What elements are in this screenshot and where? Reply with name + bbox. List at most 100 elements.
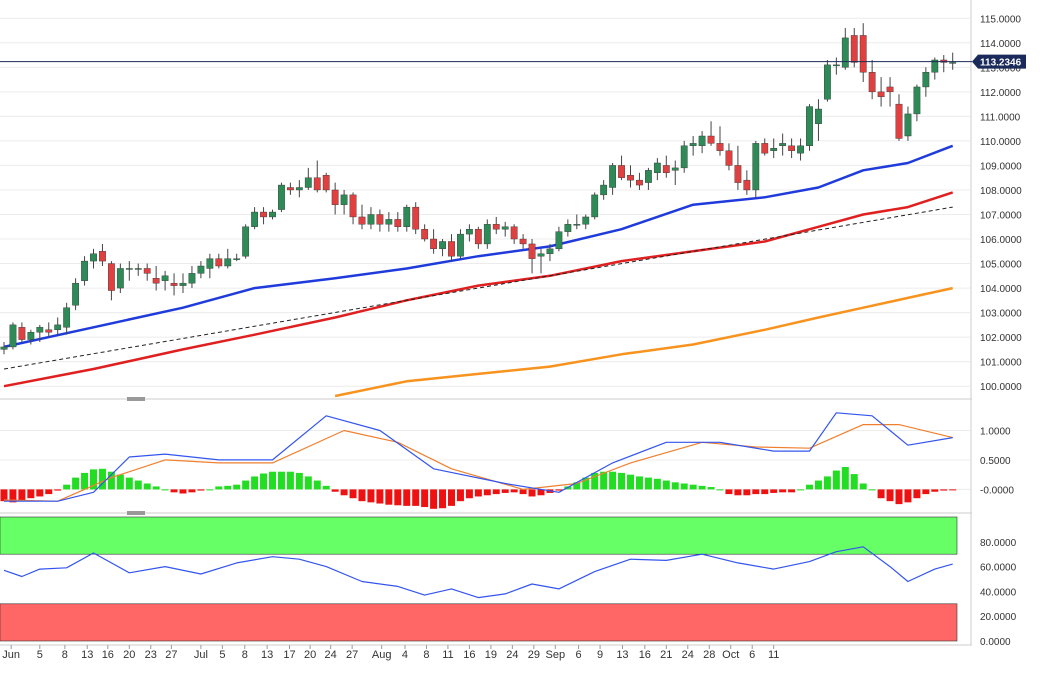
- candle: [725, 150, 733, 166]
- candle: [949, 62, 957, 64]
- time-tick-label: Sep: [546, 649, 566, 661]
- macd-histogram-bar: [421, 489, 429, 508]
- candle: [403, 206, 411, 227]
- macd-histogram-bar: [385, 489, 393, 505]
- time-tick-label: 9: [597, 649, 603, 661]
- price-tick-label: 103.0000: [980, 309, 1022, 320]
- macd-histogram-bar: [9, 489, 17, 503]
- candle: [45, 329, 53, 333]
- macd-signal-line: [3, 424, 953, 502]
- candle: [895, 103, 903, 139]
- macd-histogram-bar: [304, 476, 312, 490]
- macd-line: [4, 412, 953, 502]
- candle: [627, 175, 634, 181]
- time-tick-label: 8: [423, 649, 429, 661]
- price-tick-label: 112.0000: [980, 88, 1021, 99]
- macd-histogram-bar: [618, 472, 626, 490]
- candle: [188, 273, 196, 284]
- macd-histogram-bar: [859, 483, 867, 490]
- macd-histogram-bar: [886, 489, 894, 502]
- macd-histogram-bar: [63, 484, 71, 490]
- candle: [797, 145, 804, 154]
- candle: [54, 324, 62, 330]
- macd-histogram-bar: [403, 489, 411, 506]
- time-tick-label: 6: [576, 649, 582, 661]
- candle: [922, 72, 930, 88]
- macd-histogram-bar: [224, 485, 232, 490]
- candle: [645, 170, 652, 183]
- macd-histogram-bar: [430, 489, 438, 509]
- macd-histogram-bar: [832, 470, 840, 490]
- macd-histogram-bar: [707, 487, 715, 490]
- price-tick-label: 102.0000: [980, 333, 1022, 344]
- macd-histogram-bar: [313, 480, 321, 490]
- candle: [824, 64, 831, 100]
- macd-histogram-bar: [36, 489, 44, 497]
- candle: [376, 214, 384, 225]
- time-tick-label: Jul: [194, 649, 208, 661]
- candle: [9, 324, 17, 348]
- time-tick-label: 13: [81, 649, 93, 661]
- pane-resize-handle[interactable]: [127, 397, 145, 401]
- macd-histogram-bar: [277, 471, 285, 490]
- macd-histogram-bar: [555, 489, 563, 491]
- macd-histogram-bar: [922, 489, 930, 495]
- price-tick-label: 101.0000: [980, 358, 1022, 369]
- macd-histogram-bar: [349, 489, 357, 499]
- candle: [600, 184, 608, 196]
- macd-histogram-bar: [868, 489, 876, 491]
- candle: [0, 346, 8, 350]
- candle: [653, 162, 661, 173]
- candle: [99, 251, 106, 262]
- macd-histogram-bar: [635, 476, 643, 490]
- macd-histogram-bar: [45, 489, 53, 495]
- time-tick-label: 24: [682, 649, 694, 661]
- macd-histogram-bar: [367, 489, 375, 503]
- candle: [537, 253, 545, 257]
- rsi-tick-label: 80.0000: [980, 538, 1017, 549]
- time-tick-label: 11: [768, 649, 779, 661]
- candle: [63, 307, 71, 328]
- candle: [90, 253, 97, 262]
- macd-histogram-bar: [242, 480, 250, 490]
- time-tick-label: Aug: [372, 649, 392, 661]
- macd-histogram-bar: [797, 489, 805, 491]
- candle: [457, 233, 464, 257]
- time-tick-label: 5: [219, 649, 225, 661]
- macd-histogram-bar: [188, 489, 196, 493]
- price-tick-label: 105.0000: [980, 260, 1022, 271]
- price-tick-label: 114.0000: [980, 39, 1021, 50]
- candle: [134, 268, 142, 270]
- candle: [179, 282, 187, 286]
- candle: [421, 229, 429, 240]
- candle: [788, 145, 796, 151]
- candle: [492, 224, 500, 230]
- macd-histogram-bar: [27, 489, 35, 499]
- moving-average-line: [334, 286, 953, 398]
- overbought-zone: [0, 516, 958, 555]
- candle: [242, 226, 250, 257]
- macd-histogram-bar: [743, 489, 751, 496]
- price-tick-label: 113.0000: [980, 63, 1021, 74]
- macd-histogram-bar: [107, 471, 115, 490]
- candle: [483, 224, 491, 245]
- macd-tick-label: -0.0000: [980, 485, 1014, 496]
- macd-histogram-bar: [895, 489, 903, 505]
- macd-histogram-bar: [913, 489, 921, 499]
- macd-histogram-bar: [528, 489, 536, 497]
- macd-histogram-bar: [814, 480, 822, 490]
- macd-histogram-bar: [949, 489, 957, 491]
- candle: [877, 91, 885, 97]
- macd-tick-label: 0.5000: [980, 456, 1011, 467]
- macd-histogram-bar: [0, 489, 8, 502]
- macd-histogram-bar: [841, 467, 849, 490]
- candle: [591, 194, 599, 218]
- candle: [224, 258, 232, 267]
- macd-histogram-bar: [116, 474, 124, 490]
- pane-resize-handle[interactable]: [127, 511, 145, 515]
- candle: [519, 238, 527, 245]
- macd-histogram-bar: [251, 476, 259, 490]
- candle: [385, 219, 393, 225]
